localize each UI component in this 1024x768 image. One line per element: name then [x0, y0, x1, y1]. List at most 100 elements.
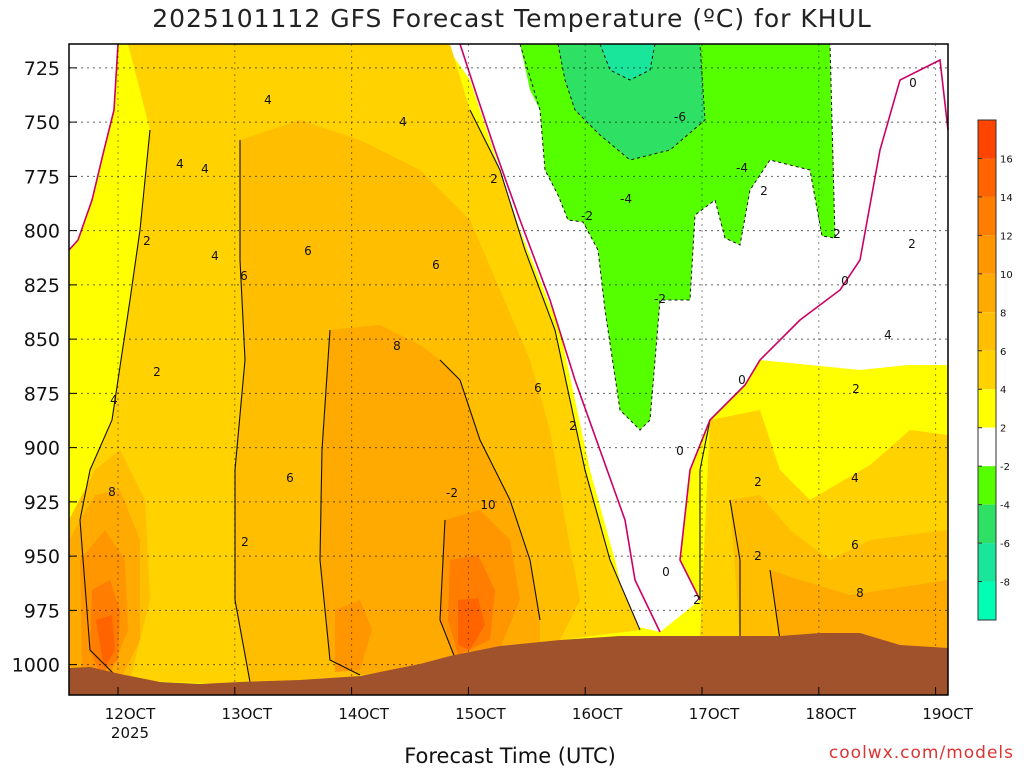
contour-label: 2: [241, 535, 249, 549]
contour-label: 4: [399, 115, 407, 129]
contour-label: 6: [432, 258, 440, 272]
colorbar-label: 14: [1000, 193, 1013, 204]
contour-label: 8: [856, 586, 864, 600]
contour-label: -4: [620, 192, 632, 206]
colorbar-bin: [978, 120, 996, 159]
contour-label: 4: [110, 393, 118, 407]
colorbar-bin: [978, 466, 996, 505]
contour-label: 0: [841, 274, 849, 288]
contour-line-8: [769, 569, 781, 641]
y-tick-label: 775: [24, 166, 60, 188]
x-tick-label: 14OCT: [338, 705, 389, 723]
contour-label: 4: [264, 93, 272, 107]
contour-label: 0: [676, 444, 684, 458]
chart-title: 2025101112 GFS Forecast Temperature (ºC)…: [152, 4, 872, 33]
contour-label: 8: [393, 339, 401, 353]
colorbar-bin: [978, 158, 996, 197]
contour-label: -2: [446, 486, 458, 500]
contour-label: 2: [754, 549, 762, 563]
colorbar-label: -2: [1000, 462, 1010, 473]
x-axis-label: Forecast Time (UTC): [404, 744, 616, 768]
contour-label: 2: [153, 365, 161, 379]
temp-region-4: [520, 44, 835, 430]
contour-line-0: [79, 129, 151, 681]
colorbar-bin: [978, 504, 996, 544]
temp-region-14: [335, 600, 372, 672]
contour-label: 2: [569, 419, 577, 433]
contour-label: 10: [480, 498, 495, 512]
x-tick-label: 19OCT: [922, 705, 973, 723]
x-tick-label: 16OCT: [572, 705, 623, 723]
contour-label: 2: [693, 593, 701, 607]
y-tick-label: 875: [24, 383, 60, 405]
x-tick-label: 17OCT: [689, 705, 740, 723]
contour-line-4: [469, 109, 641, 631]
colorbar-bin: [978, 427, 996, 467]
contour-label: -4: [736, 161, 748, 175]
contour-label: 2: [143, 234, 151, 248]
y-tick-label: 800: [24, 221, 60, 243]
y-tick-label: 900: [24, 438, 60, 460]
contour-label: 0: [909, 76, 917, 90]
contour-label: 2: [754, 475, 762, 489]
contour-label: 0: [738, 373, 746, 387]
contour-label: 2: [833, 227, 841, 241]
colorbar-bin: [978, 581, 996, 620]
zero-contour-0: [68, 43, 119, 251]
colorbar-bin: [978, 312, 996, 351]
colorbar-bin: [978, 273, 996, 313]
x-tick-label: 18OCT: [806, 705, 857, 723]
contour-label: 2: [908, 237, 916, 251]
contour-label: -2: [581, 209, 593, 223]
negative-contour-1: [557, 43, 706, 161]
contour-label: 8: [108, 485, 116, 499]
contour-label: 2: [760, 184, 768, 198]
colorbar-label: 2: [1000, 424, 1006, 435]
colorbar-frame: [977, 119, 997, 621]
x-tick-label: 15OCT: [455, 705, 506, 723]
y-tick-label: 1000: [12, 655, 60, 677]
temp-region-1: [69, 44, 100, 210]
colorbar-label: -8: [1000, 578, 1010, 589]
contour-label: 4: [884, 328, 892, 342]
temp-region-5: [558, 44, 705, 160]
contour-label: 4: [176, 157, 184, 171]
credit-link[interactable]: coolwx.com/models: [828, 743, 1014, 763]
y-tick-label: 725: [24, 58, 60, 80]
colorbar-label: 6: [1000, 347, 1006, 358]
contour-label: 0: [662, 565, 670, 579]
contour-label: 6: [286, 471, 294, 485]
y-tick-label: 975: [24, 600, 60, 622]
contour-line-1: [234, 140, 251, 683]
terrain-ground: [69, 633, 948, 695]
colorbar-label: -4: [1000, 501, 1010, 512]
y-tick-label: 825: [24, 275, 60, 297]
contour-label: 6: [851, 538, 859, 552]
temp-region-17: [458, 598, 485, 650]
colorbar-label: 16: [1000, 154, 1013, 165]
contour-label: 4: [851, 471, 859, 485]
contour-label: 2: [852, 382, 860, 396]
contour-label: 4: [201, 162, 209, 176]
colorbar-bin: [978, 235, 996, 274]
contour-label: 6: [240, 269, 248, 283]
contour-line-3: [439, 519, 456, 659]
negative-contour-2: [599, 43, 656, 81]
x-tick-label: 13OCT: [222, 705, 273, 723]
colorbar-bin: [978, 389, 996, 428]
contour-line-7: [729, 499, 741, 640]
contour-label: 6: [304, 244, 312, 258]
contour-label: 4: [211, 249, 219, 263]
y-tick-label: 750: [24, 112, 60, 134]
colorbar-bin: [978, 543, 996, 582]
colorbar-label: 4: [1000, 385, 1006, 396]
y-tick-label: 950: [24, 546, 60, 568]
colorbar-label: 12: [1000, 231, 1013, 242]
plot-frame: [68, 43, 949, 696]
y-tick-label: 925: [24, 492, 60, 514]
zero-contour-2: [679, 58, 949, 601]
zero-contour-1: [459, 43, 661, 633]
temp-region-6: [600, 44, 655, 80]
temp-region-18: [96, 615, 115, 668]
